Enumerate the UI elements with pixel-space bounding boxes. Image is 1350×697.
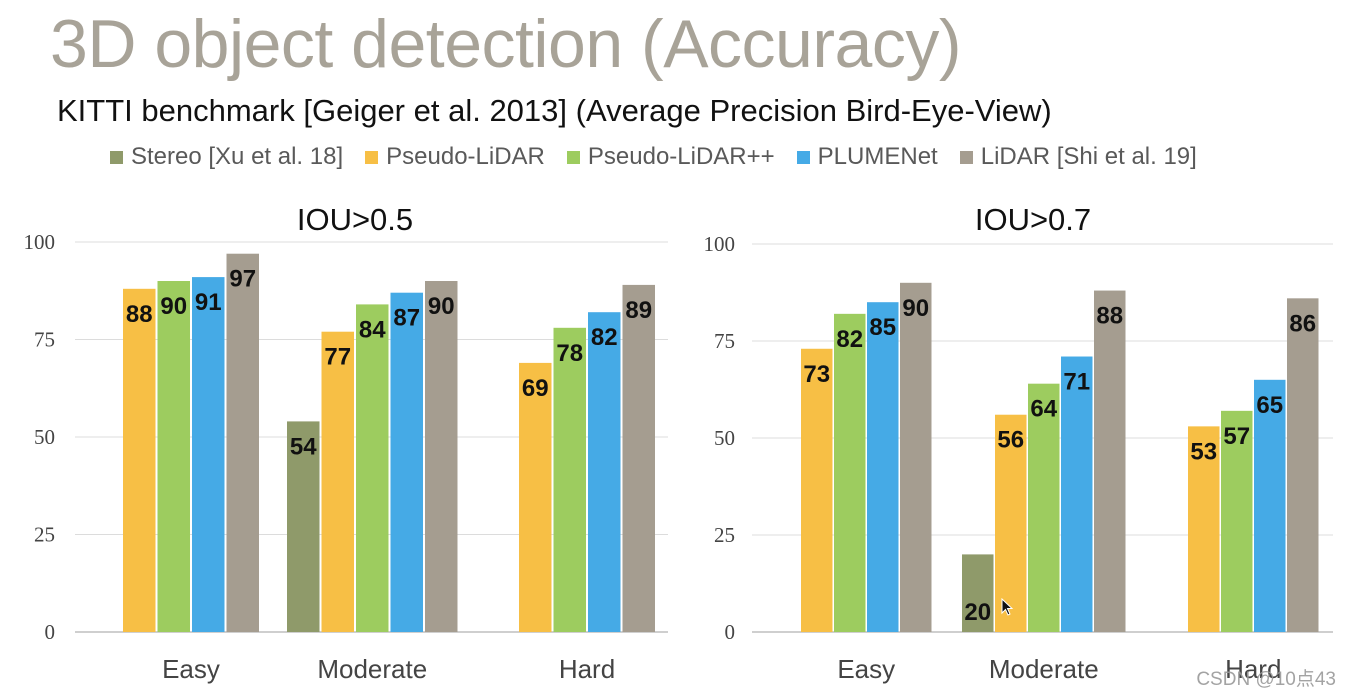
bar-c1-g2-s3 xyxy=(1254,379,1286,632)
data-label-c0-g0-s2: 90 xyxy=(160,293,187,320)
category-label-c1-g1: Moderate xyxy=(989,654,1099,684)
data-label-c1-g1-s4: 88 xyxy=(1096,303,1123,330)
y-tick-label-c0-0: 0 xyxy=(45,620,56,644)
data-label-c0-g0-s4: 97 xyxy=(229,266,256,293)
legend-swatch-lidar xyxy=(959,150,973,164)
data-label-c0-g1-s1: 77 xyxy=(324,344,351,371)
data-label-c0-g2-s4: 89 xyxy=(625,297,652,324)
data-label-c1-g2-s2: 57 xyxy=(1223,423,1250,450)
data-label-c0-g0-s1: 88 xyxy=(126,301,153,328)
bar-c0-g2-s4 xyxy=(622,284,655,632)
legend-swatch-plumenet xyxy=(796,150,810,164)
data-label-c0-g1-s3: 87 xyxy=(393,305,420,332)
y-tick-label-c0-25: 25 xyxy=(34,523,55,547)
bar-c0-g2-s3 xyxy=(588,312,621,632)
bar-c1-g1-s4 xyxy=(1094,290,1126,632)
legend-label-lidar: LiDAR [Shi et al. 19] xyxy=(980,143,1197,170)
category-label-c0-g0: Easy xyxy=(162,654,220,684)
data-label-c1-g2-s3: 65 xyxy=(1256,392,1283,419)
data-label-c1-g1-s1: 56 xyxy=(997,427,1024,454)
bar-c1-g1-s2 xyxy=(1028,383,1060,632)
y-tick-label-c1-100: 100 xyxy=(704,232,736,256)
category-label-c0-g1: Moderate xyxy=(317,654,427,684)
y-tick-label-c1-75: 75 xyxy=(714,329,735,353)
data-label-c1-g0-s2: 82 xyxy=(836,326,863,353)
data-label-c0-g1-s0: 54 xyxy=(290,433,317,460)
data-label-c1-g0-s4: 90 xyxy=(902,295,929,322)
legend-item-lidar: LiDAR [Shi et al. 19] xyxy=(959,143,1197,171)
data-label-c0-g0-s3: 91 xyxy=(195,289,222,316)
legend-item-plumenet: PLUMENet xyxy=(796,143,938,171)
bar-c1-g2-s2 xyxy=(1221,410,1253,632)
category-label-c1-g0: Easy xyxy=(837,654,895,684)
bar-c1-g2-s1 xyxy=(1188,426,1220,632)
category-label-c1-g2: Hard xyxy=(1225,654,1281,684)
bar-c1-g0-s3 xyxy=(867,302,899,632)
legend-label-stereo: Stereo [Xu et al. 18] xyxy=(131,143,344,170)
legend-swatch-stereo xyxy=(110,150,123,164)
data-label-c1-g0-s3: 85 xyxy=(869,314,896,341)
bar-c0-g1-s0 xyxy=(287,421,320,632)
y-tick-label-c1-25: 25 xyxy=(714,523,735,547)
category-label-c0-g2: Hard xyxy=(559,654,615,684)
data-label-c1-g0-s1: 73 xyxy=(803,361,830,388)
data-label-c1-g1-s3: 71 xyxy=(1063,369,1090,396)
bar-c1-g1-s0 xyxy=(962,554,994,632)
data-label-c0-g2-s2: 78 xyxy=(556,340,583,367)
bar-c0-g2-s2 xyxy=(553,327,586,632)
chart-title-c0: IOU>0.5 xyxy=(297,202,413,237)
data-label-c0-g1-s4: 90 xyxy=(428,293,455,320)
y-tick-label-c1-50: 50 xyxy=(714,426,735,450)
data-label-c1-g1-s0: 20 xyxy=(964,599,991,626)
watermark: CSDN @10点43 xyxy=(1196,669,1336,690)
legend-item-pseudo-lidar: Pseudo-LiDAR xyxy=(365,143,545,171)
page-subtitle: KITTI benchmark [Geiger et al. 2013] (Av… xyxy=(57,93,1052,128)
y-tick-label-c0-75: 75 xyxy=(34,328,55,352)
chart-legend: Stereo [Xu et al. 18] Pseudo-LiDAR Pseud… xyxy=(110,143,1219,171)
data-label-c0-g2-s1: 69 xyxy=(522,375,549,402)
legend-label-pseudo-lidar-pp: Pseudo-LiDAR++ xyxy=(587,143,775,170)
data-label-c0-g1-s2: 84 xyxy=(359,316,386,343)
bar-c1-g0-s4 xyxy=(900,282,932,632)
bar-c1-g0-s1 xyxy=(801,348,833,632)
bar-c0-g1-s1 xyxy=(321,331,354,632)
bar-c1-g1-s1 xyxy=(995,414,1027,632)
data-label-c1-g1-s2: 64 xyxy=(1030,396,1057,423)
mouse-cursor-icon xyxy=(1001,597,1015,623)
y-tick-label-c0-100: 100 xyxy=(24,230,56,254)
legend-swatch-pseudo-lidar-pp xyxy=(566,150,580,164)
bar-c1-g1-s3 xyxy=(1061,356,1093,632)
data-label-c0-g2-s3: 82 xyxy=(591,324,618,351)
bar-c0-g0-s1 xyxy=(123,288,156,632)
legend-label-plumenet: PLUMENet xyxy=(817,143,938,170)
legend-swatch-pseudo-lidar xyxy=(365,150,379,164)
data-label-c1-g2-s4: 86 xyxy=(1289,310,1316,337)
bar-c0-g0-s3 xyxy=(192,277,225,632)
page-title: 3D object detection (Accuracy) xyxy=(50,6,961,82)
bar-c0-g1-s2 xyxy=(356,304,389,632)
bar-c0-g0-s4 xyxy=(226,253,259,632)
bar-c1-g0-s2 xyxy=(834,313,866,632)
bar-c0-g2-s1 xyxy=(519,362,552,632)
chart-title-c1: IOU>0.7 xyxy=(975,202,1091,237)
legend-label-pseudo-lidar: Pseudo-LiDAR xyxy=(386,143,545,170)
bar-c0-g0-s2 xyxy=(157,281,190,632)
bar-c0-g1-s4 xyxy=(425,281,458,632)
bar-c1-g2-s4 xyxy=(1287,298,1319,632)
y-tick-label-c1-0: 0 xyxy=(725,620,736,644)
bar-c0-g1-s3 xyxy=(390,292,423,632)
y-tick-label-c0-50: 50 xyxy=(34,425,55,449)
legend-item-stereo: Stereo [Xu et al. 18] xyxy=(110,143,343,171)
data-label-c1-g2-s1: 53 xyxy=(1190,438,1217,465)
legend-item-pseudo-lidar-pp: Pseudo-LiDAR++ xyxy=(566,143,775,171)
